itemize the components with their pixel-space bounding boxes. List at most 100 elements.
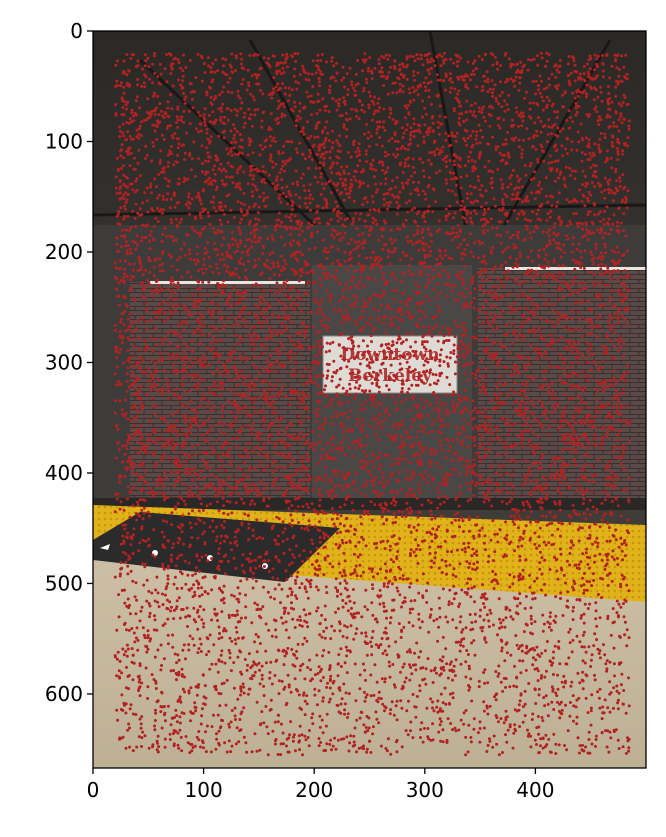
scatter-point [133, 299, 137, 302]
scatter-point [158, 477, 161, 481]
scatter-point [471, 201, 475, 205]
scatter-point [506, 185, 510, 189]
scatter-point [351, 347, 355, 351]
scatter-point [184, 253, 188, 257]
scatter-point [391, 289, 395, 292]
scatter-point [296, 183, 300, 187]
scatter-point [334, 99, 338, 103]
scatter-point [205, 127, 209, 131]
scatter-point [574, 212, 578, 215]
scatter-point [415, 187, 419, 191]
scatter-point [311, 488, 315, 492]
scatter-point [613, 331, 617, 335]
scatter-point [244, 244, 247, 248]
scatter-point [140, 235, 144, 239]
scatter-point [285, 442, 288, 446]
scatter-point [607, 191, 611, 195]
scatter-point [590, 77, 594, 81]
scatter-point [166, 302, 170, 306]
scatter-point [380, 234, 384, 238]
scatter-point [188, 416, 192, 420]
scatter-point [489, 217, 493, 221]
scatter-point [300, 422, 303, 425]
scatter-point [491, 296, 495, 299]
scatter-point [570, 351, 574, 355]
scatter-point [149, 191, 153, 195]
scatter-point [411, 273, 415, 276]
scatter-point [539, 143, 543, 147]
scatter-point [369, 167, 372, 171]
scatter-point [405, 235, 409, 239]
scatter-point [429, 66, 433, 70]
scatter-point [364, 480, 368, 484]
scatter-point [321, 73, 324, 76]
scatter-point [305, 205, 309, 209]
scatter-point [204, 159, 207, 163]
scatter-point [550, 381, 554, 384]
scatter-point [332, 64, 336, 68]
scatter-point [182, 350, 186, 354]
scatter-point [275, 416, 279, 420]
scatter-point [615, 179, 618, 183]
scatter-point [618, 288, 621, 292]
scatter-point [318, 108, 322, 112]
scatter-point [496, 452, 500, 456]
scatter-point [498, 233, 502, 237]
scatter-point [222, 167, 226, 171]
scatter-point [251, 449, 255, 453]
scatter-point [172, 194, 176, 197]
scatter-point [552, 458, 556, 462]
scatter-point [323, 246, 327, 250]
scatter-point [581, 469, 585, 473]
scatter-point [603, 404, 607, 408]
scatter-point [344, 183, 348, 187]
scatter-point [411, 369, 415, 373]
scatter-point [483, 374, 486, 378]
scatter-point [326, 374, 329, 378]
scatter-point [515, 110, 519, 114]
scatter-point [272, 87, 275, 91]
scatter-point [389, 111, 393, 115]
scatter-point [576, 394, 580, 398]
station-sign: Downtown Berkeley [322, 335, 458, 394]
scatter-point [118, 303, 121, 307]
scatter-point [290, 203, 294, 207]
scatter-point [403, 449, 406, 453]
scatter-point [355, 226, 359, 230]
scatter-point [568, 83, 572, 87]
scatter-point [175, 352, 179, 356]
scatter-point [336, 219, 340, 223]
scatter-point [600, 438, 604, 442]
scatter-point [366, 460, 370, 464]
scatter-point [301, 396, 305, 400]
scatter-point [470, 301, 474, 305]
scatter-point [370, 340, 373, 344]
scatter-point [549, 476, 553, 480]
scatter-point [188, 257, 192, 261]
scatter-point [580, 434, 584, 438]
scatter-point [412, 442, 416, 446]
scatter-point [587, 406, 591, 410]
scatter-point [307, 72, 311, 76]
scatter-point [389, 363, 393, 367]
scatter-point [542, 87, 546, 91]
scatter-point [388, 200, 392, 204]
scatter-point [609, 156, 613, 160]
scatter-point [554, 149, 558, 153]
scatter-point [541, 230, 545, 234]
scatter-point [600, 190, 604, 194]
scatter-point [430, 422, 434, 426]
scatter-point [444, 214, 448, 218]
scatter-point [239, 256, 243, 260]
scatter-point [600, 442, 604, 446]
scatter-point [606, 187, 610, 191]
scatter-point [155, 480, 159, 484]
scatter-point [469, 497, 473, 501]
scatter-point [501, 153, 505, 157]
scatter-point [309, 445, 313, 448]
scatter-point [395, 289, 398, 293]
scatter-point [550, 204, 554, 208]
scatter-point [610, 289, 614, 293]
scatter-point [467, 459, 471, 463]
scatter-point [615, 224, 619, 228]
